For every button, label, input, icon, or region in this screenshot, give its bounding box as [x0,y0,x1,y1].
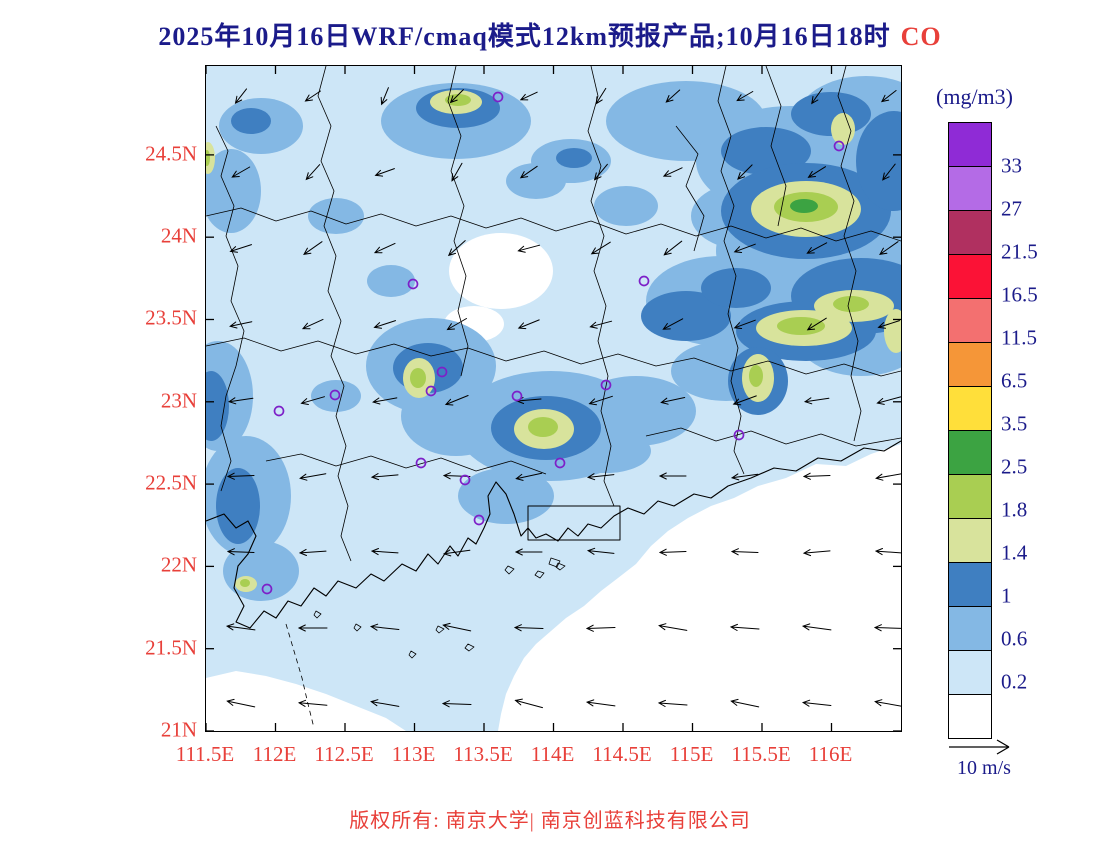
y-tick-label: 21.5N [145,635,197,660]
copyright-footer: 版权所有: 南京大学| 南京创蓝科技有限公司 [349,810,751,832]
title-main: 2025年10月16日WRF/cmaq模式12km预报产品;10月16日18时 [158,22,891,51]
x-tick-label: 114E [530,742,575,766]
station-marker [492,91,504,103]
colorbar-boxes [949,123,991,738]
station-marker [833,140,845,152]
y-tick-label: 23.5N [145,305,197,330]
wind-reference-arrow [949,739,1010,755]
colorbar-box [949,123,991,166]
station-marker [600,379,612,391]
station-marker [511,390,523,402]
colorbar-level-label: 33 [1001,153,1022,178]
station-marker [273,405,285,417]
colorbar-level-label: 0.6 [1001,626,1028,651]
x-tick-label: 113E [391,742,436,766]
x-tick-label: 111.5E [175,742,235,766]
colorbar-level-label: 1.8 [1001,497,1028,522]
colorbar-box [949,650,991,694]
station-markers [261,91,845,595]
page-title: 2025年10月16日WRF/cmaq模式12km预报产品;10月16日18时 C… [0,16,1100,53]
station-marker [459,474,471,486]
y-tick-label: 23N [160,388,197,413]
y-tick-label: 22N [160,552,197,577]
station-marker [407,278,419,290]
colorbar-box [949,562,991,606]
colorbar-box [949,210,991,254]
axis-tick-marks [206,66,901,731]
colorbar-level-label: 21.5 [1001,239,1038,264]
contour-map-svg [206,66,901,731]
y-tick-label: 21N [160,717,197,742]
station-marker [415,457,427,469]
colorbar-box [949,342,991,386]
x-tick-label: 116E [808,742,853,766]
colorbar-box [949,606,991,650]
station-marker [436,366,448,378]
y-tick-label: 22.5N [145,470,197,495]
colorbar-level-label: 3.5 [1001,411,1028,436]
colorbar-level-label: 16.5 [1001,282,1038,307]
station-marker [638,275,650,287]
colorbar-level-label: 6.5 [1001,368,1028,393]
colorbar-level-label: 0.2 [1001,669,1028,694]
colorbar-box [949,166,991,210]
colorbar-level-label: 1 [1001,583,1012,608]
x-tick-label: 112E [252,742,297,766]
station-marker [733,429,745,441]
colorbar-level-label: 2.5 [1001,454,1028,479]
title-species: CO [900,22,942,51]
station-marker [473,514,485,526]
map-plot [205,65,902,732]
station-marker [425,385,437,397]
y-tick-label: 24N [160,223,197,248]
legend-unit-label: (mg/m3) [936,84,1013,109]
x-tick-label: 115.5E [731,742,791,766]
wind-reference-label: 10 m/s [957,757,1011,779]
y-tick-label: 24.5N [145,141,197,166]
colorbar-box [949,430,991,474]
colorbar-level-label: 27 [1001,196,1022,221]
admin-boundaries [206,66,901,729]
station-marker [329,389,341,401]
x-tick-label: 112.5E [314,742,374,766]
colorbar-box [949,474,991,518]
x-tick-label: 113.5E [453,742,513,766]
x-tick-label: 115E [669,742,714,766]
colorbar-level-label: 1.4 [1001,540,1028,565]
colorbar-box [949,386,991,430]
wind-vectors [225,87,901,709]
colorbar-level-label: 11.5 [1001,325,1037,350]
colorbar-box [949,518,991,562]
x-tick-label: 114.5E [592,742,652,766]
station-marker [554,457,566,469]
colorbar-box [949,254,991,298]
colorbar-box [949,694,991,738]
station-marker [261,583,273,595]
colorbar: 33 27 21.5 16.5 11.5 6.5 3.5 2.5 1.8 1.4 1 0.6 0.2 [948,122,1038,739]
colorbar-box [949,298,991,342]
